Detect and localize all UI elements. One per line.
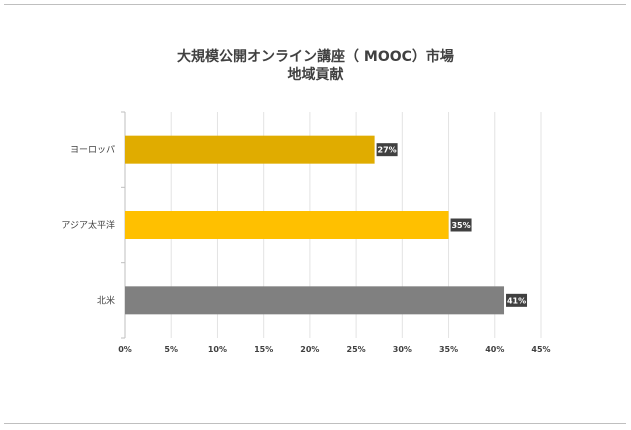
data-label-box bbox=[450, 218, 472, 232]
bar bbox=[125, 211, 449, 239]
data-label: 27% bbox=[378, 146, 397, 155]
x-tick-label: 45% bbox=[531, 345, 550, 354]
data-label-box bbox=[376, 143, 398, 157]
chart-title: 大規模公開オンライン講座（ MOOC）市場 bbox=[177, 49, 454, 65]
bar bbox=[125, 135, 375, 164]
chart-frame bbox=[4, 4, 626, 424]
category-label: ヨーロッパ bbox=[70, 145, 115, 156]
x-tick-label: 20% bbox=[300, 345, 319, 354]
chart-subtitle: 地域貢献 bbox=[287, 67, 344, 83]
chart-title-block: 大規模公開オンライン講座（ MOOC）市場 地域貢献 bbox=[0, 48, 631, 84]
data-label: 35% bbox=[451, 221, 470, 230]
x-tick-label: 35% bbox=[439, 345, 458, 354]
category-label: 北米 bbox=[97, 294, 115, 306]
x-tick-label: 30% bbox=[393, 345, 412, 354]
x-tick-label: 10% bbox=[208, 345, 227, 354]
data-label: 41% bbox=[507, 296, 526, 305]
x-tick-label: 5% bbox=[164, 345, 178, 354]
x-tick-label: 25% bbox=[347, 345, 366, 354]
x-tick-label: 0% bbox=[118, 345, 132, 354]
x-tick-label: 15% bbox=[254, 345, 273, 354]
category-label: アジア太平洋 bbox=[61, 219, 115, 231]
bar bbox=[125, 286, 505, 315]
x-tick-label: 40% bbox=[485, 345, 504, 354]
data-label-box bbox=[506, 293, 528, 307]
